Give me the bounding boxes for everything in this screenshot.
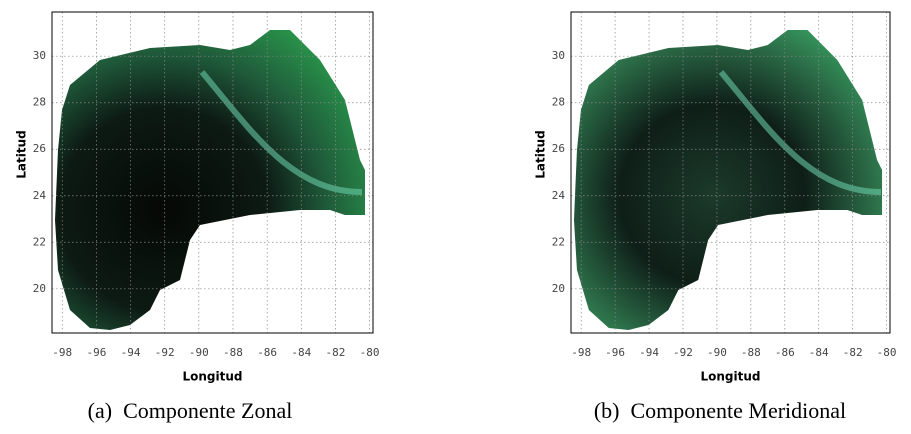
x-tick-label: -82 — [843, 346, 863, 359]
map-streak — [718, 70, 882, 195]
x-tick-label: -82 — [325, 346, 345, 359]
x-tick-label: -94 — [639, 346, 659, 359]
x-tick-label: -80 — [360, 346, 380, 359]
map-field — [573, 30, 883, 330]
y-tick-label: 20 — [33, 282, 46, 295]
x-tick-label: -88 — [223, 346, 243, 359]
x-tick-label: -80 — [877, 346, 897, 359]
x-tick-label: -92 — [673, 346, 693, 359]
x-tick-label: -90 — [707, 346, 727, 359]
x-tick-label: -86 — [775, 346, 795, 359]
x-tick-label: -90 — [189, 346, 209, 359]
y-tick-label: 24 — [33, 189, 47, 202]
y-tick-label: 26 — [552, 142, 565, 155]
y-axis-label: Latitud — [534, 130, 548, 178]
plot-frame — [51, 11, 374, 334]
x-tick-label: -96 — [605, 346, 625, 359]
x-axis-label: Longitud — [182, 370, 242, 384]
caption: (a) Componente Zonal — [88, 398, 293, 423]
y-tick-label: 26 — [33, 142, 46, 155]
y-tick-label: 20 — [552, 282, 565, 295]
y-tick-label: 30 — [552, 49, 565, 62]
x-tick-label: -84 — [809, 346, 829, 359]
x-tick-label: -88 — [741, 346, 761, 359]
panel: -98 -96 -94 -92 -90 -88 -86 -84 -82 -80 20 22 24 26 28… — [15, 11, 380, 423]
x-tick-label: -84 — [291, 346, 311, 359]
x-tick-label: -98 — [571, 346, 591, 359]
x-tick-label: -98 — [52, 346, 72, 359]
y-tick-label: 22 — [33, 235, 46, 248]
x-axis-label: Longitud — [700, 370, 760, 384]
y-tick-label: 22 — [552, 235, 565, 248]
x-tick-label: -94 — [121, 346, 141, 359]
x-tick-label: -86 — [257, 346, 277, 359]
y-axis-label: Latitud — [15, 130, 29, 178]
y-tick-label: 30 — [33, 49, 46, 62]
y-tick-label: 24 — [552, 189, 566, 202]
x-tick-label: -96 — [86, 346, 106, 359]
x-tick-label: -92 — [155, 346, 175, 359]
map-field — [55, 30, 365, 330]
panel: -98 -96 -94 -92 -90 -88 -86 -84 -82 -80 20 22 24 26 28… — [534, 11, 897, 423]
plot-frame — [570, 11, 891, 334]
y-tick-label: 28 — [552, 96, 565, 109]
map-streak — [199, 70, 363, 195]
caption: (b) Componente Meridional — [594, 398, 846, 423]
y-tick-label: 28 — [33, 96, 46, 109]
